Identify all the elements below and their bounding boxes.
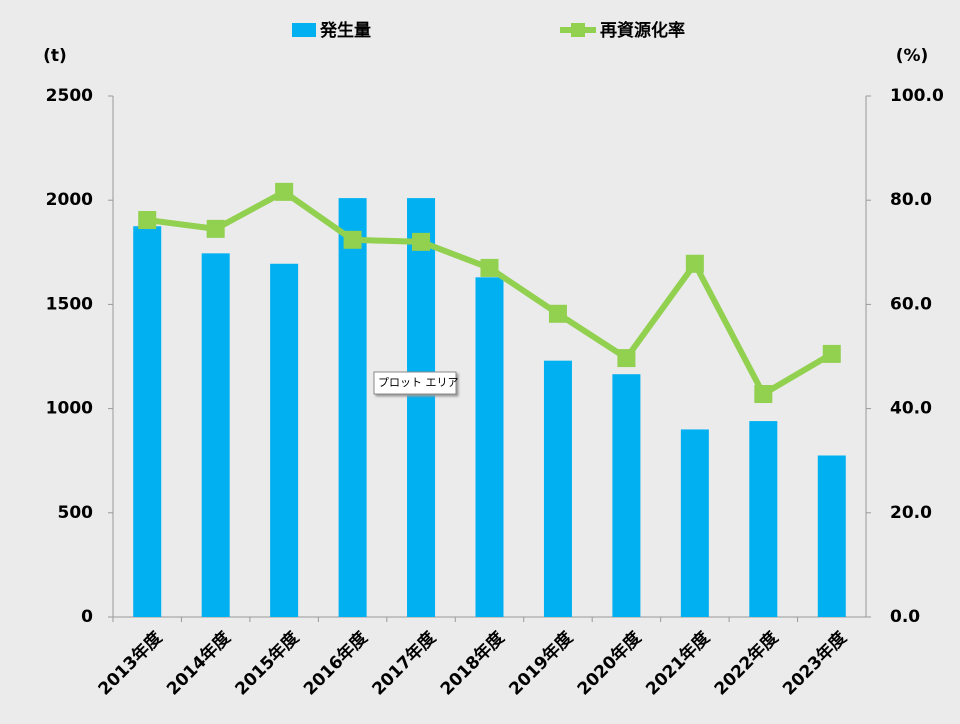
- marker: [822, 344, 841, 363]
- y2-tick-label: 40.0: [890, 399, 932, 419]
- legend-swatch: [571, 23, 585, 37]
- y-tick-label: 500: [58, 503, 94, 523]
- marker: [480, 258, 499, 277]
- y-tick-label: 0: [81, 607, 93, 627]
- bar: [201, 253, 230, 618]
- bar: [817, 455, 846, 617]
- bar: [749, 421, 778, 617]
- y-axis-label: (t): [43, 46, 67, 66]
- bar: [680, 429, 709, 617]
- bar: [612, 374, 641, 617]
- tooltip-box: [373, 371, 457, 395]
- y2-tick-label: 20.0: [890, 503, 932, 523]
- marker: [206, 219, 225, 238]
- y-tick-label: 2500: [46, 86, 93, 106]
- y2-tick-label: 60.0: [890, 294, 932, 314]
- marker: [138, 210, 157, 229]
- y2-tick-label: 100.0: [890, 86, 944, 106]
- y2-axis-label: (%): [896, 46, 929, 66]
- marker: [548, 304, 567, 323]
- legend-swatch: [292, 23, 316, 37]
- y-tick-label: 2000: [46, 190, 93, 210]
- bar: [338, 198, 367, 617]
- bar: [543, 360, 572, 617]
- y2-tick-label: 80.0: [890, 190, 932, 210]
- y-tick-label: 1000: [46, 399, 93, 419]
- marker: [343, 230, 362, 249]
- y2-tick-label: 0.0: [890, 607, 920, 627]
- marker: [685, 254, 704, 273]
- marker: [617, 349, 636, 368]
- annotation: プロット エリア: [378, 376, 459, 389]
- marker: [275, 182, 294, 201]
- bar: [407, 198, 436, 617]
- bar: [475, 277, 504, 617]
- bar: [270, 263, 299, 617]
- legend-label: 再資源化率: [600, 20, 685, 41]
- marker: [412, 232, 431, 251]
- legend-label: 発生量: [319, 20, 371, 41]
- bar: [133, 226, 162, 617]
- y-tick-label: 1500: [46, 294, 93, 314]
- marker: [754, 385, 773, 404]
